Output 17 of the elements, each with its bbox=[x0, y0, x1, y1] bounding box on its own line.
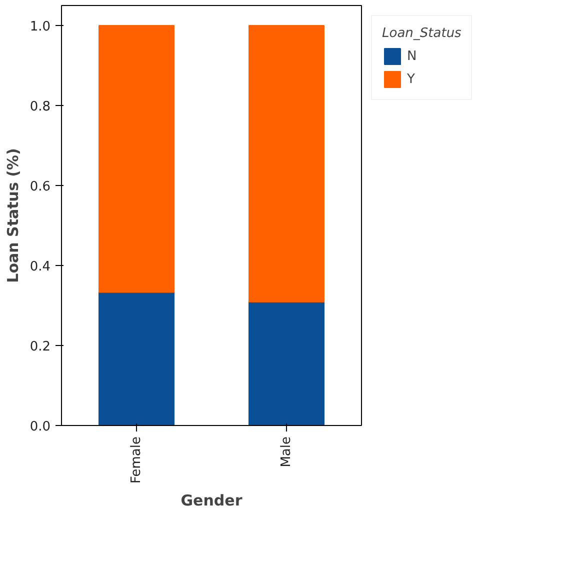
y-tick-label: 0.6 bbox=[30, 180, 51, 194]
bar bbox=[98, 292, 174, 426]
y-tick-label: 1.0 bbox=[30, 20, 51, 34]
bar bbox=[248, 25, 324, 302]
x-axis-title: Gender bbox=[180, 492, 243, 510]
y-tick-label: 0.8 bbox=[30, 100, 51, 114]
y-axis-title: Loan Status (%) bbox=[4, 148, 22, 283]
legend-title: Loan_Status bbox=[382, 26, 462, 41]
legend-label: N bbox=[407, 48, 418, 64]
x-tick-label: Female bbox=[129, 436, 144, 484]
y-tick-label: 0.0 bbox=[30, 420, 51, 434]
y-tick-label: 0.2 bbox=[30, 340, 51, 354]
y-tick-label: 0.4 bbox=[30, 260, 51, 274]
bar bbox=[98, 25, 174, 293]
bar bbox=[248, 301, 324, 426]
x-tick-label: Male bbox=[279, 436, 294, 468]
legend-label: Y bbox=[407, 72, 416, 86]
